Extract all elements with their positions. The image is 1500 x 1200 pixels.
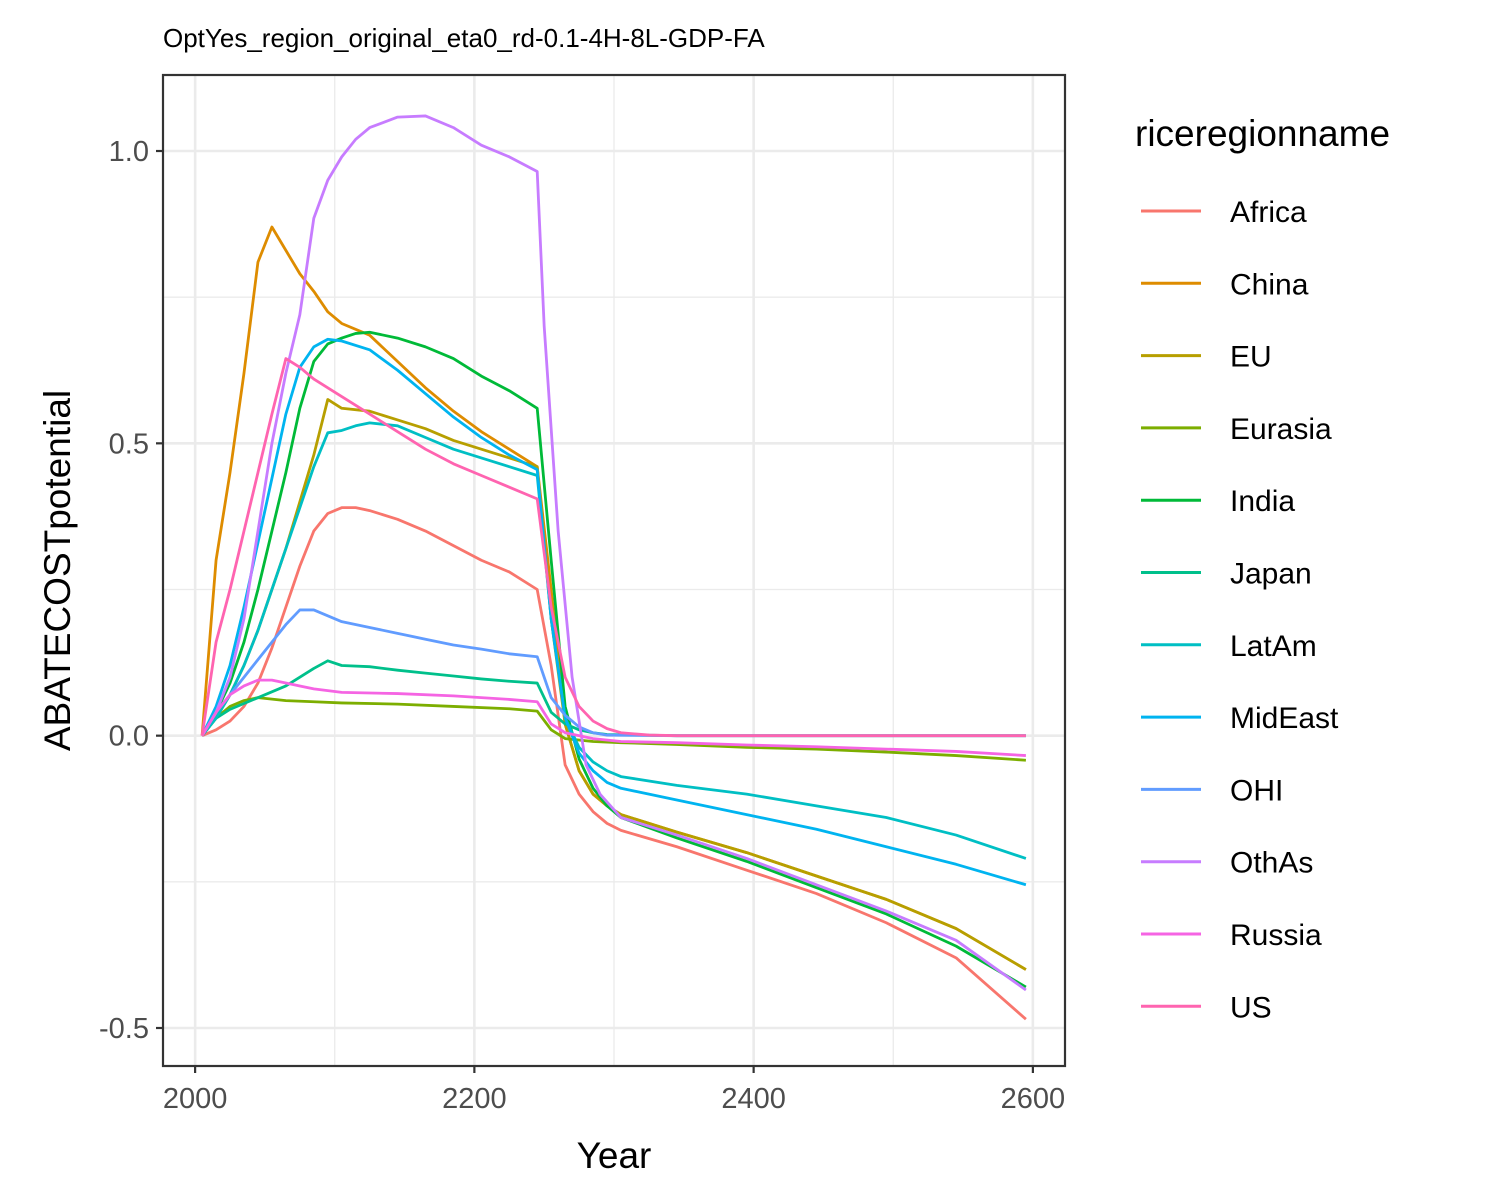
y-tick-label: 0.0 [109, 721, 149, 753]
series-line-us [200, 357, 1026, 738]
legend-item-eurasia: Eurasia [1141, 413, 1332, 446]
legend-item-ohi: OHI [1141, 774, 1283, 807]
x-tick-label: 2400 [721, 1083, 786, 1115]
x-tick-label: 2000 [163, 1083, 228, 1115]
legend-items: Africa China EU Eurasia India Japan LatAm MidEa… [1141, 196, 1339, 1024]
legend-item-japan: Japan [1141, 558, 1312, 591]
legend-label: China [1230, 268, 1309, 301]
legend-item-russia: Russia [1141, 919, 1322, 952]
legend-label: OHI [1230, 774, 1283, 807]
y-tick-label: -0.5 [99, 1013, 149, 1045]
grid [163, 75, 1065, 1066]
series-line-africa [201, 506, 1027, 1021]
legend-label: Africa [1230, 196, 1307, 229]
legend-item-africa: Africa [1141, 196, 1307, 229]
chart-title: OptYes_region_original_eta0_rd-0.1-4H-8L… [163, 23, 765, 53]
series-lines [200, 114, 1027, 1021]
series-line-latam [201, 421, 1027, 860]
legend-item-us: US [1141, 991, 1272, 1024]
legend-title: riceregionname [1135, 113, 1390, 154]
legend-label: OthAs [1230, 847, 1313, 880]
legend-item-china: China [1141, 268, 1309, 301]
x-tick-label: 2600 [1001, 1083, 1066, 1115]
legend-item-india: India [1141, 485, 1295, 518]
legend-label: LatAm [1230, 630, 1317, 663]
x-tick-label: 2200 [442, 1083, 507, 1115]
series-line-india [200, 330, 1027, 989]
plot-panel-border [161, 73, 1067, 1068]
legend-label: MidEast [1230, 702, 1339, 735]
series-line-russia [200, 678, 1026, 757]
legend-label: Eurasia [1230, 413, 1332, 446]
axes: 2000 2200 2400 2600 -0.5 0.0 0.5 1.0 [99, 136, 1065, 1115]
legend-label: Russia [1230, 919, 1322, 952]
legend-item-mideast: MidEast [1141, 702, 1339, 735]
legend-label: Japan [1230, 558, 1312, 591]
y-axis-title: ABATECOSTpotential [37, 390, 78, 751]
legend-item-eu: EU [1141, 341, 1272, 374]
y-tick-label: 1.0 [109, 136, 149, 168]
x-axis-title: Year [577, 1135, 652, 1176]
legend-label: US [1230, 991, 1272, 1024]
legend: riceregionname Africa China EU Eurasia India… [1135, 113, 1390, 1024]
y-tick-label: 0.5 [109, 428, 149, 460]
legend-item-latam: LatAm [1141, 630, 1317, 663]
series-line-othas [200, 114, 1027, 992]
legend-label: EU [1230, 341, 1272, 374]
series-line-mideast [200, 337, 1027, 887]
legend-label: India [1230, 485, 1295, 518]
legend-item-othas: OthAs [1141, 847, 1313, 880]
